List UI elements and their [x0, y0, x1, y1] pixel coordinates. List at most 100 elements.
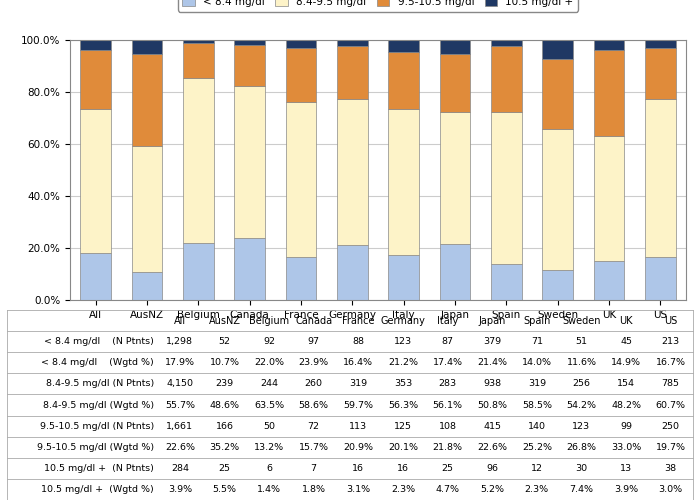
Text: 10.5 mg/dl +  (Wgtd %): 10.5 mg/dl + (Wgtd %)	[41, 485, 154, 494]
Text: 108: 108	[439, 422, 456, 430]
Bar	[594, 40, 624, 50]
Text: 16.4%: 16.4%	[343, 358, 373, 368]
Bar	[234, 44, 265, 86]
Text: 16: 16	[397, 464, 409, 473]
Text: Japan: Japan	[479, 316, 506, 326]
Text: 52: 52	[218, 337, 230, 346]
Text: 38: 38	[664, 464, 677, 473]
Text: 20.1%: 20.1%	[388, 442, 418, 452]
Text: 88: 88	[352, 337, 364, 346]
Text: 33.0%: 33.0%	[611, 442, 641, 452]
Text: 14.0%: 14.0%	[522, 358, 552, 368]
Text: Italy: Italy	[437, 316, 459, 326]
Text: 7.4%: 7.4%	[569, 485, 594, 494]
Text: 45: 45	[620, 337, 632, 346]
Bar	[234, 238, 265, 300]
Text: 11.6%: 11.6%	[566, 358, 596, 368]
Bar	[491, 264, 522, 300]
Text: 8.4-9.5 mg/dl (N Ptnts): 8.4-9.5 mg/dl (N Ptnts)	[46, 380, 154, 388]
Text: 25: 25	[442, 464, 454, 473]
Text: 4.7%: 4.7%	[435, 485, 460, 494]
Text: 13.2%: 13.2%	[254, 442, 284, 452]
Bar	[542, 59, 573, 129]
Text: 8.4-9.5 mg/dl (Wgtd %): 8.4-9.5 mg/dl (Wgtd %)	[43, 400, 154, 409]
Bar	[491, 112, 522, 264]
Text: 9.5-10.5 mg/dl (N Ptnts): 9.5-10.5 mg/dl (N Ptnts)	[40, 422, 154, 430]
Bar	[389, 255, 419, 300]
Bar	[80, 108, 111, 254]
Bar	[542, 270, 573, 300]
Bar	[337, 245, 368, 300]
Text: 256: 256	[573, 380, 590, 388]
Text: 96: 96	[486, 464, 498, 473]
Text: 123: 123	[573, 422, 591, 430]
Text: 48.6%: 48.6%	[209, 400, 239, 409]
Text: 58.6%: 58.6%	[299, 400, 329, 409]
Text: 113: 113	[349, 422, 368, 430]
Text: 14.9%: 14.9%	[611, 358, 641, 368]
Text: 1,298: 1,298	[167, 337, 193, 346]
Text: 3.9%: 3.9%	[614, 485, 638, 494]
Bar	[80, 40, 111, 50]
Text: 56.3%: 56.3%	[388, 400, 418, 409]
Text: 22.6%: 22.6%	[477, 442, 508, 452]
Legend: < 8.4 mg/dl, 8.4-9.5 mg/dl, 9.5-10.5 mg/dl, 10.5 mg/dl +: < 8.4 mg/dl, 8.4-9.5 mg/dl, 9.5-10.5 mg/…	[178, 0, 578, 12]
Text: AusNZ: AusNZ	[209, 316, 240, 326]
Text: 58.5%: 58.5%	[522, 400, 552, 409]
Text: 12: 12	[531, 464, 542, 473]
Bar	[132, 272, 162, 300]
Text: 10.7%: 10.7%	[209, 358, 239, 368]
Bar	[440, 54, 470, 112]
Text: 319: 319	[528, 380, 546, 388]
Text: Canada: Canada	[295, 316, 332, 326]
Text: 10.5 mg/dl +  (N Ptnts): 10.5 mg/dl + (N Ptnts)	[44, 464, 154, 473]
Text: 260: 260	[304, 380, 323, 388]
Bar	[183, 78, 214, 243]
Text: 1.4%: 1.4%	[257, 485, 281, 494]
Text: 50.8%: 50.8%	[477, 400, 508, 409]
Text: 2.3%: 2.3%	[391, 485, 415, 494]
Text: 379: 379	[483, 337, 501, 346]
Text: 3.9%: 3.9%	[168, 485, 192, 494]
Text: 284: 284	[171, 464, 189, 473]
Text: 938: 938	[483, 380, 501, 388]
Bar	[594, 136, 624, 262]
Text: 319: 319	[349, 380, 368, 388]
Text: 25.2%: 25.2%	[522, 442, 552, 452]
Bar	[337, 40, 368, 46]
Text: 26.8%: 26.8%	[566, 442, 596, 452]
Bar	[183, 44, 214, 78]
Text: 9.5-10.5 mg/dl (Wgtd %): 9.5-10.5 mg/dl (Wgtd %)	[37, 442, 154, 452]
Text: 785: 785	[662, 380, 680, 388]
Bar	[389, 109, 419, 255]
Bar	[337, 46, 368, 98]
Text: 56.1%: 56.1%	[433, 400, 463, 409]
Text: 20.9%: 20.9%	[343, 442, 373, 452]
Text: 5.5%: 5.5%	[212, 485, 237, 494]
Text: 99: 99	[620, 422, 632, 430]
Text: 54.2%: 54.2%	[566, 400, 596, 409]
Bar	[80, 50, 111, 108]
Text: 213: 213	[662, 337, 680, 346]
Text: 283: 283	[438, 380, 456, 388]
Bar	[80, 254, 111, 300]
Text: 92: 92	[263, 337, 275, 346]
Text: 154: 154	[617, 380, 635, 388]
Text: Sweden: Sweden	[562, 316, 601, 326]
Bar	[491, 46, 522, 112]
Bar	[132, 40, 162, 54]
Text: 1.8%: 1.8%	[302, 485, 326, 494]
Text: 239: 239	[216, 380, 234, 388]
Bar	[645, 48, 676, 99]
Text: 50: 50	[263, 422, 275, 430]
Text: 30: 30	[575, 464, 587, 473]
Bar	[183, 243, 214, 300]
Text: 244: 244	[260, 380, 278, 388]
Text: 23.9%: 23.9%	[299, 358, 329, 368]
Text: 35.2%: 35.2%	[209, 442, 239, 452]
Text: 4,150: 4,150	[167, 380, 193, 388]
Text: 22.6%: 22.6%	[164, 442, 195, 452]
Bar	[440, 244, 470, 300]
Text: 415: 415	[483, 422, 501, 430]
Text: 87: 87	[442, 337, 454, 346]
